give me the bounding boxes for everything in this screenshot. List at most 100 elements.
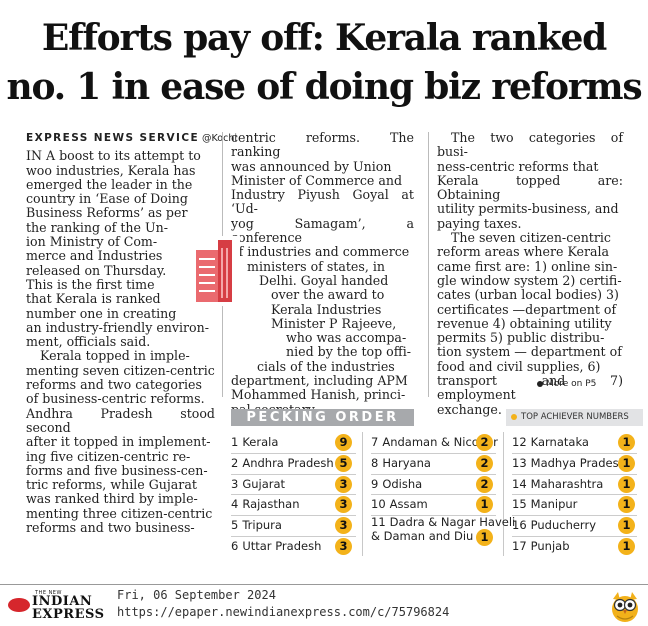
article-text-line: woo industries, Kerala has bbox=[26, 162, 196, 178]
article-text-line: who was accompa- bbox=[286, 330, 407, 346]
state-name: Maharashtra bbox=[530, 476, 604, 491]
state-name: Haryana bbox=[382, 455, 431, 470]
article-text-line: of business-centric reforms. bbox=[26, 391, 205, 407]
state-name-continued: & Daman and Diu bbox=[371, 529, 474, 544]
table-divider bbox=[503, 432, 504, 556]
rank-entry: 4 Rajasthan bbox=[231, 497, 299, 511]
legend-label: TOP ACHIEVER NUMBERS bbox=[521, 412, 629, 422]
owl-mascot-icon bbox=[612, 592, 638, 622]
rank-entry: 15 Manipur bbox=[512, 497, 577, 511]
byline-location: @Kochi bbox=[202, 133, 237, 144]
article-text-line: gle window system 2) certifi- bbox=[437, 272, 622, 288]
article-text-line: Delhi. Goyal handed bbox=[259, 272, 389, 288]
rank-number: 17 bbox=[512, 539, 527, 553]
rank-entry: 16 Puducherry bbox=[512, 518, 596, 532]
rank-entry: 5 Tripura bbox=[231, 518, 282, 532]
state-name: Karnataka bbox=[530, 435, 589, 449]
publication-date: Fri, 06 September 2024 bbox=[117, 588, 276, 602]
article-text-line: of industries and commerce bbox=[231, 244, 410, 260]
article-text-line: centric reforms. The ranking bbox=[231, 130, 414, 160]
achiever-count-badge: 2 bbox=[476, 434, 493, 451]
rank-entry: 1 Kerala bbox=[231, 435, 278, 449]
logo-mark-icon bbox=[8, 598, 30, 612]
article-text-line: Kerala Industries bbox=[271, 301, 382, 317]
continuation-note: More on P5 bbox=[537, 379, 596, 389]
pecking-order-header bbox=[231, 409, 414, 426]
article-text-line: Industry Piyush Goyal at ‘Ud- bbox=[231, 187, 414, 217]
row-separator bbox=[231, 473, 356, 475]
article-text-line: menting seven citizen-centric bbox=[26, 362, 215, 378]
state-name: Gujarat bbox=[242, 476, 286, 491]
rank-entry: 10 Assam bbox=[371, 497, 428, 511]
article-text-line: The seven citizen-centric bbox=[451, 230, 611, 246]
rank-number: 16 bbox=[512, 518, 527, 533]
article-text-line: merce and Industries bbox=[26, 248, 163, 264]
state-name: Madhya Pradesh bbox=[530, 455, 626, 470]
article-text-line: ministers of states, in bbox=[247, 258, 385, 274]
article-text-line: an industry-friendly environ- bbox=[26, 319, 210, 335]
article-text-line: utility permits-business, and bbox=[437, 201, 619, 217]
article-text-line: ion Ministry of Com- bbox=[26, 234, 158, 250]
article-text-line: paying taxes. bbox=[437, 215, 522, 231]
rank-number: 5 bbox=[231, 518, 239, 533]
article-text-line: department, including APM bbox=[231, 373, 408, 389]
article-text-line: IN A boost to its attempt to bbox=[26, 148, 201, 164]
row-separator bbox=[512, 536, 637, 537]
achiever-count-badge: 1 bbox=[618, 454, 635, 472]
rank-entry: 17 Punjab bbox=[512, 539, 570, 553]
rank-entry: 11 Dadra & Nagar Haveli & Daman and Diu bbox=[371, 515, 515, 543]
achiever-count-badge: 2 bbox=[476, 454, 493, 472]
legend-dot-icon bbox=[511, 413, 517, 420]
rank-number: 14 bbox=[512, 476, 527, 491]
article-text-line: tion system — department of bbox=[437, 344, 622, 360]
rank-number: 9 bbox=[371, 476, 379, 491]
article-text-line: Minister P Rajeeve, bbox=[271, 315, 397, 331]
rank-number: 2 bbox=[231, 455, 239, 470]
article-text-line: reforms and two categories bbox=[26, 377, 202, 393]
headline-line-2: no. 1 in ease of doing biz reforms bbox=[6, 66, 642, 108]
logo-word-2: EXPRESS bbox=[32, 607, 105, 622]
article-text-line: that Kerala is ranked bbox=[26, 291, 161, 307]
state-name: Kerala bbox=[242, 435, 279, 449]
row-separator bbox=[371, 473, 496, 475]
rank-number: 13 bbox=[512, 455, 527, 470]
state-name: Puducherry bbox=[530, 518, 596, 533]
article-text-line: ment, officials said. bbox=[26, 334, 151, 350]
pecking-order-title: PECKING ORDER bbox=[246, 410, 399, 425]
legend-background bbox=[506, 409, 643, 426]
article-text-line: Andhra Pradesh stood second bbox=[26, 405, 215, 435]
article-text-line: food and civil supplies, 6) bbox=[437, 358, 601, 374]
achiever-count-badge: 1 bbox=[476, 496, 493, 514]
logo-word-1: INDIAN bbox=[32, 594, 93, 609]
article-text-line: ness-centric reforms that bbox=[437, 158, 599, 174]
achiever-count-badge: 1 bbox=[618, 475, 635, 493]
rank-entry: 2 Andhra Pradesh bbox=[231, 456, 334, 470]
row-separator bbox=[371, 494, 496, 496]
rank-entry: 13 Madhya Pradesh bbox=[512, 456, 626, 470]
article-text-line: revenue 4) obtaining utility bbox=[437, 315, 612, 331]
article-text-line: number one in creating bbox=[26, 305, 177, 321]
article-text-line: the ranking of the Un- bbox=[26, 219, 168, 235]
state-name: Manipur bbox=[530, 497, 578, 512]
rank-entry: 9 Odisha bbox=[371, 477, 422, 491]
state-name: Tripura bbox=[242, 518, 282, 533]
rank-number: 3 bbox=[231, 476, 239, 491]
byline-agency: EXPRESS NEWS SERVICE bbox=[26, 132, 200, 144]
achiever-count-badge: 1 bbox=[618, 517, 635, 535]
article-text-line: came first are: 1) online sin- bbox=[437, 258, 618, 274]
rank-entry: 3 Gujarat bbox=[231, 477, 285, 491]
state-name: Dadra & Nagar Haveli bbox=[389, 515, 516, 530]
state-name: Assam bbox=[389, 497, 428, 512]
row-separator bbox=[371, 515, 496, 517]
rank-entry: 7 Andaman & Nicobar bbox=[371, 435, 498, 449]
article-column-2: centric reforms. The ranking was announce… bbox=[231, 130, 414, 417]
achiever-count-badge: 1 bbox=[476, 529, 493, 547]
rank-number: 4 bbox=[231, 497, 239, 512]
article-text-line: exchange. bbox=[437, 401, 502, 417]
article-text-line: forms and five business-cen- bbox=[26, 462, 208, 478]
achiever-count-badge: 1 bbox=[618, 538, 635, 555]
epaper-url[interactable]: https://epaper.newindianexpress.com/c/75… bbox=[117, 605, 450, 619]
continuation-text: More on P5 bbox=[546, 379, 597, 389]
logo-the-new: THE NEW bbox=[35, 590, 62, 596]
row-separator bbox=[231, 494, 356, 496]
